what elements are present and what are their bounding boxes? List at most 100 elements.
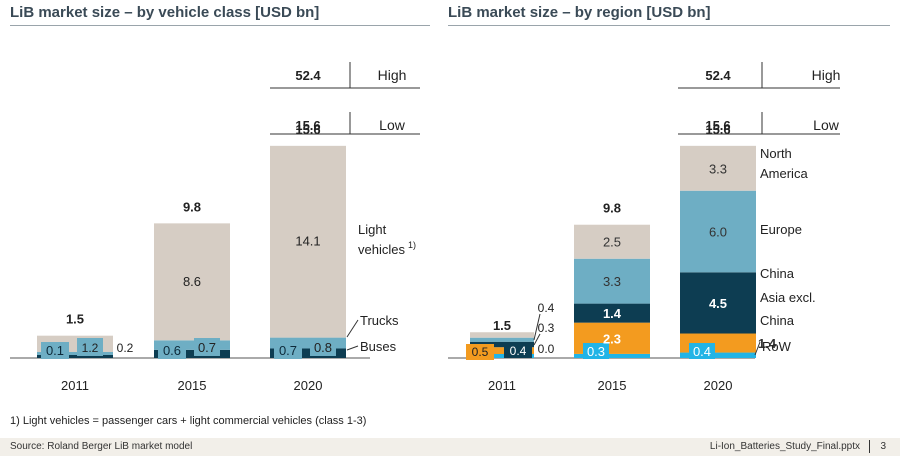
label-box-china-2011: [504, 342, 532, 358]
label-box-trucks-2015: [194, 338, 220, 356]
total-2020: 15.6: [295, 122, 320, 137]
data-label-asia-excl-china-2015: 2.3: [603, 331, 621, 346]
data-label-light-2015: 8.6: [183, 274, 201, 289]
bar-china-2011: [470, 341, 534, 348]
page-separator: [869, 440, 870, 453]
footer-bar: Source: Roland Berger LiB market model L…: [0, 438, 900, 456]
bar-light-vehicles-2015: [154, 223, 230, 341]
right-low-label: Low: [813, 117, 840, 133]
bar-row-2015: [574, 353, 650, 358]
data-label-asia-2011: 0.5: [472, 345, 489, 359]
label-box-trucks-2020: [310, 338, 336, 356]
data-label-trucks-2011: 0.2: [117, 341, 134, 355]
bar-buses-2020: [270, 348, 346, 358]
data-label-light-2020: 14.1: [295, 234, 320, 249]
bar-china-2015: [574, 303, 650, 323]
label-box-row-2020: [689, 343, 715, 359]
x-tick-2020: 2020: [704, 378, 733, 393]
data-label-row-2015: 0.3: [587, 344, 605, 359]
bar-china-2020: [680, 272, 756, 334]
x-tick-2011: 2011: [61, 378, 89, 393]
legend-row: RoW: [762, 339, 792, 354]
legend-asia-excl-china-2: China: [760, 313, 795, 328]
data-label-north-america-2015: 2.5: [603, 235, 621, 250]
data-label-na-2011: 0.4: [538, 301, 555, 315]
right-low-value: 15.6: [705, 118, 730, 133]
total-2011: 1.5: [66, 312, 84, 327]
bar-trucks-2020: [270, 337, 346, 349]
legend-asia-excl-china: Asia excl.: [760, 290, 816, 305]
right-chart-title: LiB market size – by region [USD bn]: [448, 4, 711, 21]
legend-light-vehicles-2: vehicles: [358, 242, 405, 257]
leader-europe-2011: [533, 333, 541, 346]
right-high-label: High: [812, 67, 841, 83]
x-tick-2015: 2015: [178, 378, 207, 393]
legend-footnote-mark: 1): [408, 240, 416, 250]
data-label-europe-2020: 6.0: [709, 225, 727, 240]
bar-europe-2020: [680, 190, 756, 273]
bar-light-vehicles-2020: [270, 145, 346, 338]
bar-row-2020: [680, 352, 756, 358]
bar-row-2011: [470, 354, 534, 358]
x-tick-2011: 2011: [488, 378, 516, 393]
file-reference: Li-Ion_Batteries_Study_Final.pptx: [709, 441, 860, 452]
data-label-light-2011: 1.2: [82, 341, 99, 355]
x-tick-2020: 2020: [294, 378, 323, 393]
data-label-asia-excl-china-2020: 1.4: [758, 336, 777, 351]
charts-canvas: 0.1 1.2 0.2 1.5 2011 0.6 0.7 8.6 9.8 2015 0.7 0.8 14…: [10, 62, 841, 393]
legend-china: China: [760, 266, 795, 281]
data-label-buses-2020: 0.7: [279, 343, 297, 358]
data-label-trucks-2015: 0.7: [198, 340, 216, 355]
data-label-trucks-2020: 0.8: [314, 340, 332, 355]
legend-north-america: North: [760, 146, 792, 161]
label-box-buses-2011: [41, 342, 69, 359]
left-low-label: Low: [379, 117, 406, 133]
right-high-value: 52.4: [705, 68, 731, 83]
total-2020: 15.6: [705, 122, 730, 137]
bar-buses-2011: [37, 355, 113, 358]
data-label-europe-2015: 3.3: [603, 274, 621, 289]
total-2015: 9.8: [603, 201, 621, 216]
label-box-trucks-2011: [77, 338, 103, 356]
left-title-rule: [10, 25, 430, 26]
right-title-rule: [448, 25, 890, 26]
data-label-row-2011: 0.0: [538, 342, 555, 356]
bar-north-america-2020: [680, 145, 756, 191]
data-label-buses-2015: 0.6: [163, 343, 181, 358]
legend-buses: Buses: [360, 339, 397, 354]
x-tick-2015: 2015: [598, 378, 627, 393]
legend-trucks: Trucks: [360, 313, 399, 328]
bar-buses-2015: [154, 349, 230, 358]
legend-row-leader: [754, 341, 761, 356]
left-high-label: High: [378, 67, 407, 83]
label-box-buses-2020: [274, 342, 302, 359]
bar-north-america-2011: [470, 332, 534, 338]
data-label-china-2020: 4.5: [709, 296, 727, 311]
bar-asia-excl-china-2011: [470, 347, 534, 354]
bar-north-america-2015: [574, 224, 650, 259]
data-label-north-america-2020: 3.3: [709, 161, 727, 176]
legend-trucks-leader: [346, 319, 359, 338]
left-chart-title: LiB market size – by vehicle class [USD …: [10, 4, 320, 21]
data-label-buses-2011: 0.1: [46, 343, 64, 358]
total-2015: 9.8: [183, 199, 201, 214]
legend-north-america-2: America: [760, 166, 808, 181]
left-high-value: 52.4: [295, 68, 321, 83]
page-number: 3: [880, 441, 886, 452]
bar-trucks-2015: [154, 340, 230, 350]
label-box-asia-2011: [466, 344, 494, 360]
data-label-china-2011: 0.4: [510, 344, 527, 358]
legend-buses-leader: [346, 345, 359, 351]
label-box-buses-2015: [158, 342, 186, 359]
bar-europe-2011: [470, 337, 534, 342]
left-low-value: 15.6: [295, 118, 320, 133]
bar-europe-2015: [574, 258, 650, 304]
bar-trucks-2011: [37, 352, 113, 355]
total-2011: 1.5: [493, 318, 511, 333]
label-box-row-2015: [583, 343, 609, 359]
data-label-europe-2011: 0.3: [538, 321, 555, 335]
footnote: 1) Light vehicles = passenger cars + lig…: [10, 415, 367, 427]
data-label-row-2020: 0.4: [693, 344, 711, 359]
legend-light-vehicles: Light: [358, 222, 387, 237]
data-label-china-2015: 1.4: [603, 306, 622, 321]
